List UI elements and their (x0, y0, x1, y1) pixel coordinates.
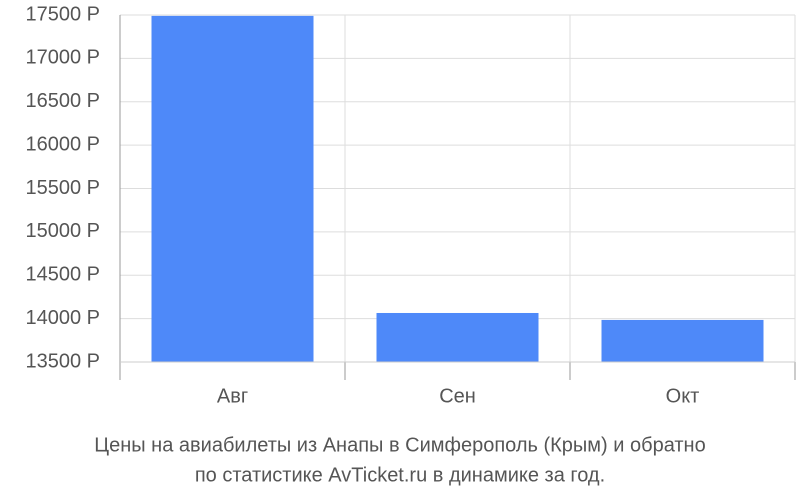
x-tick-label: Авг (217, 385, 248, 407)
y-tick-label: 13500 Р (25, 350, 100, 372)
x-tick-label: Окт (666, 385, 700, 407)
y-tick-label: 15500 Р (25, 177, 100, 199)
y-tick-label: 16500 Р (25, 90, 100, 112)
x-tick-label: Сен (439, 385, 476, 407)
y-tick-label: 17500 Р (25, 3, 100, 25)
bar (601, 319, 764, 362)
y-tick-label: 15000 Р (25, 220, 100, 242)
y-tick-label: 14000 Р (25, 307, 100, 329)
bar (376, 312, 539, 362)
chart-title: Цены на авиабилеты из Анапы в Симферопол… (94, 434, 705, 456)
bar (151, 15, 314, 363)
y-tick-label: 17000 Р (25, 47, 100, 69)
y-tick-label: 16000 Р (25, 133, 100, 155)
chart-title: по статистике AvTicket.ru в динамике за … (195, 464, 605, 486)
y-tick-label: 14500 Р (25, 264, 100, 286)
